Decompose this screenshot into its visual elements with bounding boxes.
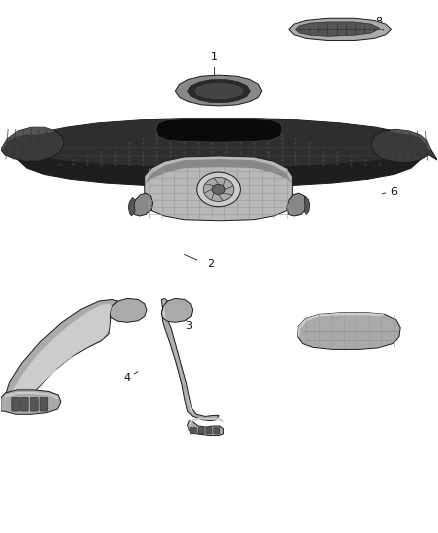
Polygon shape (162, 298, 193, 414)
Text: 5: 5 (355, 316, 362, 326)
FancyBboxPatch shape (12, 397, 19, 411)
Ellipse shape (197, 172, 240, 207)
Polygon shape (1, 390, 61, 414)
Polygon shape (175, 75, 262, 106)
Polygon shape (18, 119, 422, 188)
Polygon shape (9, 304, 112, 405)
Text: 1: 1 (211, 52, 218, 61)
Polygon shape (155, 119, 283, 142)
Text: 6: 6 (390, 187, 397, 197)
Polygon shape (145, 159, 292, 184)
Polygon shape (289, 18, 392, 41)
Polygon shape (194, 83, 244, 100)
FancyBboxPatch shape (190, 427, 196, 434)
Text: 4: 4 (124, 373, 131, 383)
FancyBboxPatch shape (30, 397, 38, 411)
FancyBboxPatch shape (40, 397, 48, 411)
Polygon shape (287, 193, 306, 216)
Polygon shape (297, 313, 400, 350)
Polygon shape (188, 418, 223, 428)
Polygon shape (161, 298, 219, 421)
Polygon shape (297, 313, 385, 337)
Text: 6: 6 (20, 147, 27, 157)
Polygon shape (1, 127, 64, 161)
Polygon shape (145, 156, 292, 221)
FancyBboxPatch shape (198, 427, 204, 434)
Polygon shape (132, 193, 152, 216)
Polygon shape (4, 392, 58, 411)
Polygon shape (304, 196, 310, 214)
Text: 8: 8 (375, 17, 382, 27)
Ellipse shape (203, 177, 234, 201)
Polygon shape (161, 298, 193, 322)
Polygon shape (18, 119, 422, 167)
FancyBboxPatch shape (206, 427, 212, 434)
Polygon shape (110, 298, 147, 322)
Ellipse shape (212, 184, 225, 195)
Polygon shape (295, 22, 380, 36)
Polygon shape (187, 421, 223, 435)
FancyBboxPatch shape (214, 427, 220, 434)
Polygon shape (5, 300, 118, 407)
Polygon shape (128, 197, 135, 216)
Text: 2: 2 (207, 259, 214, 269)
Polygon shape (389, 130, 431, 151)
Polygon shape (371, 130, 437, 163)
Polygon shape (1, 127, 55, 150)
Text: 3: 3 (185, 321, 192, 331)
Text: 7: 7 (148, 190, 155, 200)
Polygon shape (187, 79, 251, 103)
FancyBboxPatch shape (20, 397, 28, 411)
